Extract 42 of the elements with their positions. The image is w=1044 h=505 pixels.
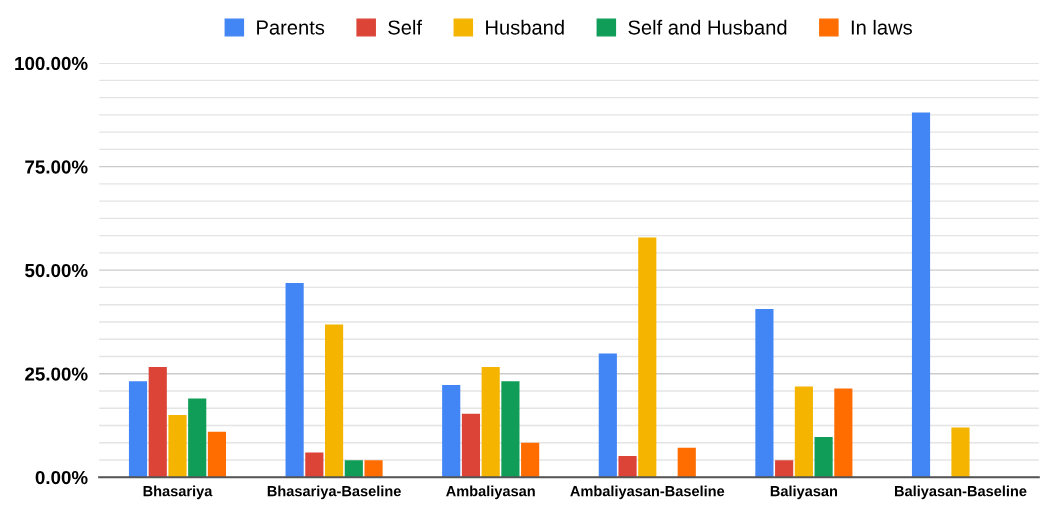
bar <box>598 353 617 478</box>
bar <box>521 442 540 478</box>
bar <box>755 309 774 478</box>
bar <box>677 447 696 478</box>
bar <box>481 367 500 478</box>
bar <box>325 324 344 478</box>
bar <box>364 460 383 478</box>
y-tick-label: 25.00% <box>25 367 88 381</box>
x-tick-label: Bhasariya-Baseline <box>267 485 401 500</box>
bar <box>638 237 657 478</box>
bar <box>911 112 931 478</box>
bar <box>501 381 520 478</box>
bar <box>305 452 324 478</box>
bar <box>775 460 794 478</box>
x-tick-label: Ambaliyasan-Baseline <box>570 485 725 500</box>
x-tick-label: Baliyasan <box>770 485 838 500</box>
bar <box>461 413 481 478</box>
bar <box>794 386 813 478</box>
x-tick-label: Bhasariya <box>143 485 213 500</box>
bar <box>168 415 187 478</box>
legend-label: In laws <box>851 19 912 35</box>
y-tick-label: 75.00% <box>25 160 88 174</box>
bar <box>188 398 207 478</box>
legend-label: Parents <box>257 20 325 35</box>
bar <box>442 384 461 478</box>
legend-label: Self <box>388 19 423 35</box>
x-tick-label: Ambaliyasan <box>446 485 535 500</box>
y-tick-label: 50.00% <box>25 263 88 278</box>
bar <box>618 456 637 478</box>
x-tick-label: Baliyasan-Baseline <box>894 485 1027 500</box>
bar <box>128 381 148 478</box>
bar <box>285 283 304 478</box>
bar <box>207 431 227 478</box>
bar <box>814 437 833 478</box>
y-tick-label: 0.00% <box>35 470 88 485</box>
bar <box>148 367 167 478</box>
bar <box>834 388 853 478</box>
legend-label: Self and Husband <box>628 19 787 35</box>
y-tick-label: 100.00% <box>15 56 88 71</box>
bar <box>951 427 970 478</box>
bar <box>344 460 363 478</box>
legend-label: Husband <box>486 19 564 35</box>
